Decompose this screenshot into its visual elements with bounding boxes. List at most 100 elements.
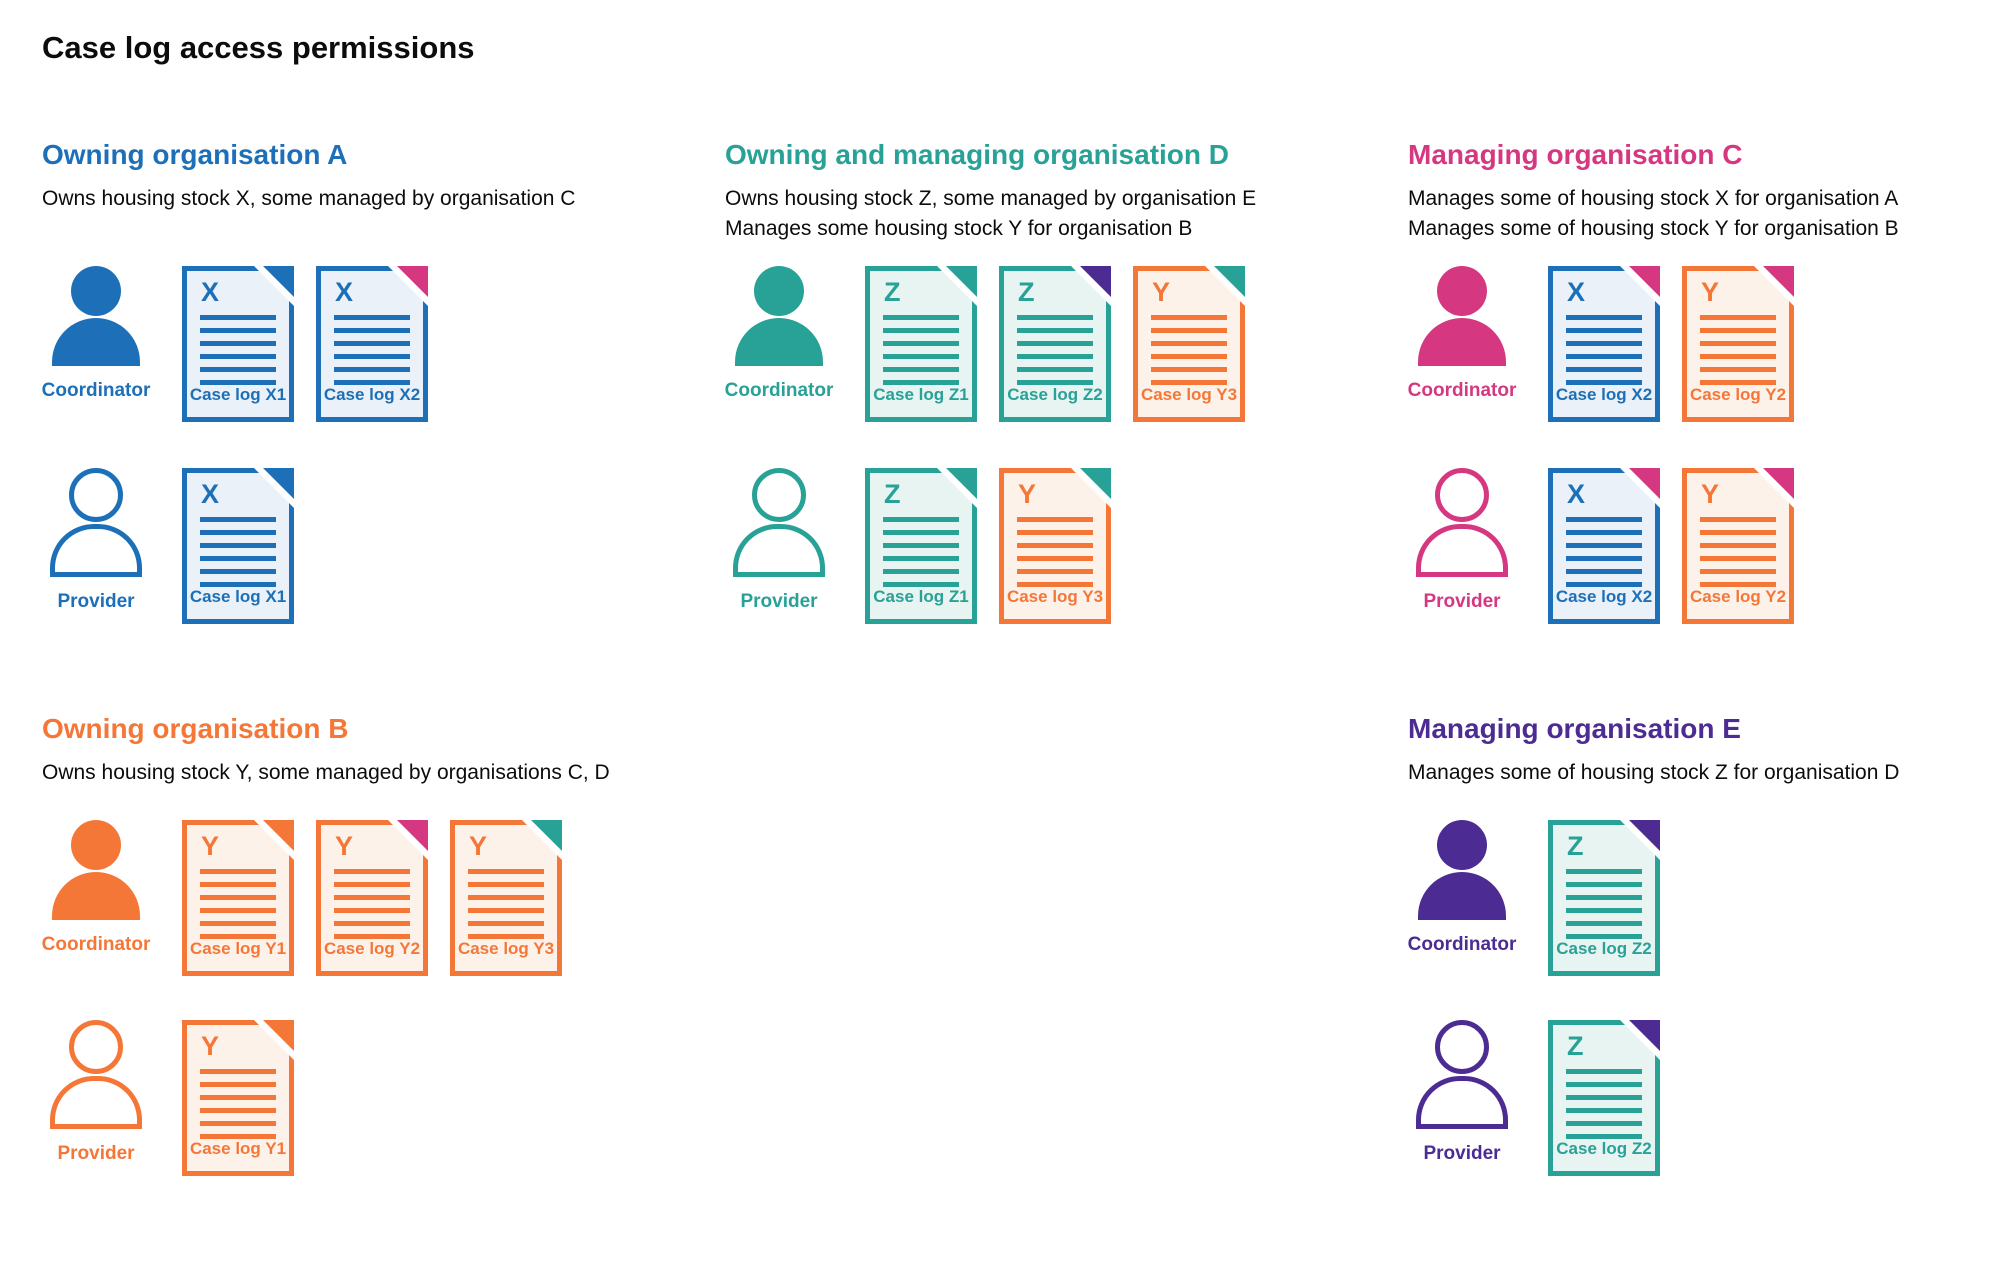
persona-shoulders-icon — [1418, 872, 1506, 920]
case-log-doc: X Case log X2 — [316, 266, 428, 422]
case-log-doc: Y Case log Y2 — [316, 820, 428, 976]
doc-text-line — [1017, 341, 1093, 346]
doc-text-line — [334, 895, 410, 900]
doc-text-line — [200, 582, 276, 587]
doc-label: Case log X2 — [1555, 385, 1653, 404]
doc-text-lines — [1017, 315, 1093, 385]
doc-text-lines — [1151, 315, 1227, 385]
persona-head-icon — [71, 266, 121, 316]
doc-text-line — [200, 530, 276, 535]
doc-text-line — [1566, 543, 1642, 548]
coordinator-icon: Coordinator — [42, 820, 150, 956]
persona-head-icon — [1435, 1020, 1489, 1074]
doc-text-line — [1566, 328, 1642, 333]
doc-text-line — [1566, 908, 1642, 913]
case-log-doc: Z Case log Z2 — [999, 266, 1111, 422]
case-log-docs: Y Case log Y1 Y Case log Y2 Y Case log Y3 — [182, 820, 562, 976]
folded-corner-icon — [1620, 820, 1660, 860]
doc-text-lines — [883, 517, 959, 587]
org-section: Owning organisation A Owns housing stock … — [42, 138, 642, 698]
doc-text-line — [883, 354, 959, 359]
case-log-docs: Y Case log Y1 — [182, 1020, 294, 1176]
description-line: Manages some of housing stock Z for orga… — [1408, 761, 1900, 784]
doc-text-lines — [1700, 315, 1776, 385]
doc-text-line — [468, 882, 544, 887]
doc-text-line — [1151, 341, 1227, 346]
section-description: Owns housing stock Z, some managed by or… — [725, 184, 1325, 244]
persona-head-icon — [752, 468, 806, 522]
doc-text-line — [1566, 367, 1642, 372]
doc-text-lines — [1566, 1069, 1642, 1139]
doc-label: Case log X2 — [1555, 587, 1653, 606]
doc-text-line — [1566, 882, 1642, 887]
doc-text-line — [1566, 517, 1642, 522]
doc-text-line — [1017, 543, 1093, 548]
doc-text-line — [200, 1069, 276, 1074]
doc-text-line — [468, 869, 544, 874]
doc-text-line — [883, 315, 959, 320]
folded-corner-icon — [388, 266, 428, 306]
doc-letter: X — [1567, 479, 1586, 509]
doc-text-line — [200, 341, 276, 346]
doc-text-line — [1700, 543, 1776, 548]
doc-label: Case log Y1 — [189, 939, 287, 958]
doc-text-line — [1017, 582, 1093, 587]
folded-corner-icon — [522, 820, 562, 860]
section-description: Manages some of housing stock X for orga… — [1408, 184, 2000, 244]
doc-letter: Y — [335, 831, 354, 861]
doc-text-line — [1566, 895, 1642, 900]
coordinator-row: Coordinator X Case log X1 X Case log X2 — [42, 266, 428, 422]
persona-shoulders-icon — [50, 524, 142, 577]
doc-text-line — [200, 869, 276, 874]
doc-letter: X — [201, 479, 220, 509]
case-log-doc: Z Case log Z1 — [865, 266, 977, 422]
doc-letter: Y — [201, 1031, 220, 1061]
persona-head-icon — [1437, 820, 1487, 870]
doc-text-line — [1566, 315, 1642, 320]
section-heading: Managing organisation C — [1408, 139, 1743, 170]
description-line: Manages some housing stock Y for organis… — [725, 217, 1193, 240]
persona-shoulders-icon — [1416, 524, 1508, 577]
doc-text-lines — [468, 869, 544, 939]
doc-text-line — [200, 908, 276, 913]
doc-text-line — [200, 1095, 276, 1100]
persona-label: Coordinator — [1407, 380, 1517, 401]
doc-label: Case log X2 — [323, 385, 421, 404]
doc-text-line — [1017, 367, 1093, 372]
case-log-doc: Y Case log Y1 — [182, 820, 294, 976]
doc-label: Case log X1 — [189, 587, 287, 606]
doc-text-line — [468, 908, 544, 913]
doc-text-line — [200, 1082, 276, 1087]
doc-letter: Y — [469, 831, 488, 861]
corner-fold — [263, 468, 294, 499]
doc-text-line — [200, 328, 276, 333]
doc-text-line — [1566, 341, 1642, 346]
doc-text-lines — [1700, 517, 1776, 587]
corner-fold — [531, 820, 562, 851]
doc-text-lines — [334, 869, 410, 939]
case-log-docs: Z Case log Z2 — [1548, 1020, 1660, 1176]
doc-label: Case log Y2 — [1689, 587, 1787, 606]
doc-text-line — [200, 1134, 276, 1139]
case-log-docs: X Case log X1 X Case log X2 — [182, 266, 428, 422]
persona-head-icon — [69, 468, 123, 522]
case-log-doc: X Case log X1 — [182, 468, 294, 624]
doc-text-line — [1566, 1069, 1642, 1074]
persona-label: Provider — [1423, 591, 1501, 612]
section-description: Owns housing stock X, some managed by or… — [42, 184, 642, 214]
coordinator-icon: Coordinator — [725, 266, 833, 402]
doc-label: Case log Z1 — [873, 385, 969, 404]
persona-label: Coordinator — [41, 380, 151, 401]
doc-text-line — [1700, 367, 1776, 372]
doc-text-lines — [200, 315, 276, 385]
doc-text-line — [200, 1108, 276, 1113]
persona-head-icon — [69, 1020, 123, 1074]
doc-letter: Y — [1152, 277, 1171, 307]
doc-text-line — [334, 934, 410, 939]
coordinator-icon: Coordinator — [1408, 266, 1516, 402]
doc-text-line — [1566, 869, 1642, 874]
doc-text-line — [1017, 354, 1093, 359]
doc-text-line — [883, 556, 959, 561]
corner-fold — [1629, 820, 1660, 851]
doc-letter: Z — [884, 479, 901, 509]
